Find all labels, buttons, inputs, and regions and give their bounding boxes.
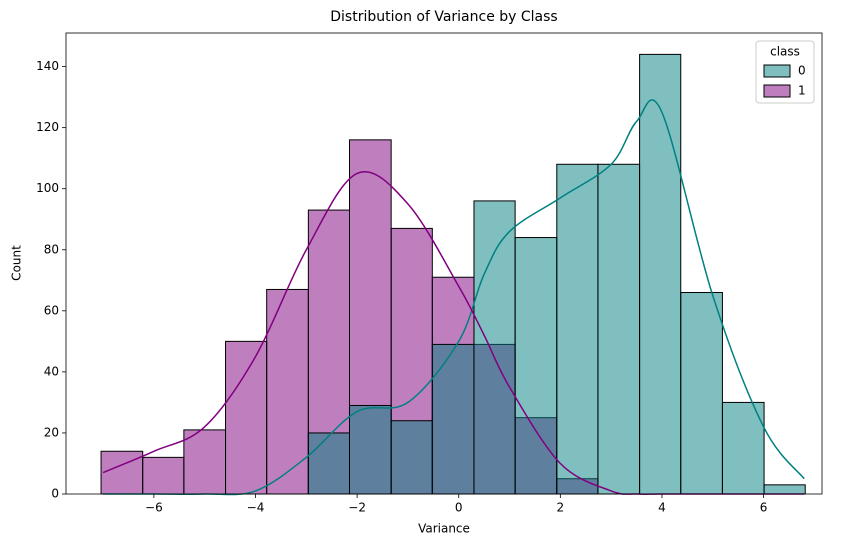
legend-swatch — [763, 64, 791, 78]
y-tick-label: 40 — [44, 364, 59, 378]
histogram-bar — [142, 456, 185, 495]
histogram-bar — [183, 429, 227, 495]
histogram-bar — [514, 237, 558, 495]
histogram-bar — [307, 432, 350, 495]
kde-line — [103, 99, 805, 496]
histogram-bar — [556, 163, 599, 495]
histogram-bar — [721, 401, 765, 495]
chart-title: Distribution of Variance by Class — [330, 9, 557, 25]
y-tick-label: 60 — [44, 303, 59, 317]
x-tick-label: −4 — [247, 501, 265, 515]
x-axis-label: Variance — [418, 522, 470, 536]
y-tick-label: 120 — [36, 120, 59, 134]
y-axis-label: Count — [10, 245, 24, 281]
histogram-bar — [349, 404, 392, 495]
histogram-bar — [390, 420, 433, 495]
x-tick-label: 6 — [760, 501, 768, 515]
legend: class 0 1 — [755, 40, 815, 104]
histogram-bar — [431, 343, 475, 495]
legend-label: 1 — [798, 84, 806, 98]
histogram-bar — [680, 292, 723, 495]
x-tick-label: 2 — [557, 501, 565, 515]
histogram-bar — [100, 450, 144, 495]
legend-label: 0 — [798, 64, 806, 78]
plot-frame — [65, 32, 823, 495]
histogram-bar — [473, 200, 516, 495]
y-tick-label: 100 — [36, 181, 59, 195]
histogram-bar — [763, 484, 806, 495]
y-tick-label: 20 — [44, 425, 59, 439]
x-tick-label: −2 — [348, 501, 366, 515]
legend-swatch — [763, 84, 791, 98]
y-tick-label: 80 — [44, 242, 59, 256]
y-tick-label: 140 — [36, 59, 59, 73]
x-tick-label: 0 — [455, 501, 463, 515]
histogram-bar — [597, 163, 641, 495]
y-tick-label: 0 — [51, 487, 59, 501]
x-tick-label: 4 — [658, 501, 666, 515]
x-tick-label: −6 — [145, 501, 163, 515]
legend-title: class — [770, 45, 800, 59]
histogram-bar — [225, 340, 268, 495]
histogram-bar — [639, 53, 682, 495]
bars — [100, 53, 806, 495]
